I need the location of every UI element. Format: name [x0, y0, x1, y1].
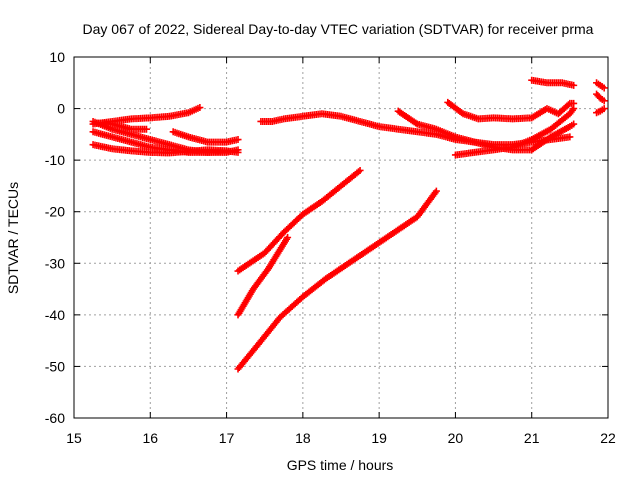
data-point [234, 148, 242, 156]
axis-ticks: 15 16 17 18 19 20 21 22 -60 -50 -40 -30 -20 -10 0 10 [45, 49, 616, 446]
series-arc-6 [93, 119, 150, 133]
data-point [570, 81, 578, 89]
y-tick-label: -60 [45, 410, 65, 426]
series-arc-5 [169, 128, 242, 146]
y-tick-label: -30 [45, 255, 65, 271]
data-point [219, 147, 227, 155]
x-tick-label: 21 [524, 430, 540, 446]
y-axis-label: SDTVAR / TECUs [5, 182, 21, 294]
data-points [89, 76, 608, 373]
data-point [570, 105, 578, 113]
x-tick-label: 20 [448, 430, 464, 446]
chart-title: Day 067 of 2022, Sidereal Day-to-day VTE… [83, 21, 594, 37]
y-tick-label: 10 [49, 49, 65, 65]
data-point [570, 120, 578, 128]
y-tick-label: -20 [45, 204, 65, 220]
data-point [432, 187, 440, 195]
series-arc-12 [593, 79, 608, 92]
y-tick-label: -40 [45, 307, 65, 323]
data-point [566, 133, 574, 141]
plot-frame [73, 56, 609, 419]
series-arc-14 [593, 105, 608, 117]
series-arc-16 [234, 234, 292, 319]
x-tick-label: 15 [66, 430, 82, 446]
data-point [564, 101, 572, 109]
data-point [234, 136, 242, 144]
x-tick-label: 17 [219, 430, 235, 446]
data-point [600, 97, 608, 105]
x-tick-label: 16 [142, 430, 158, 446]
series-arc-15 [234, 166, 364, 275]
data-point [356, 166, 364, 174]
series-arc-11 [451, 105, 578, 159]
data-point [600, 105, 608, 113]
series-arc-13 [593, 90, 608, 105]
x-axis-label: GPS time / hours [287, 457, 394, 473]
data-point [196, 104, 204, 112]
series-arc-17 [234, 187, 440, 373]
y-tick-label: 0 [57, 101, 65, 117]
y-tick-label: -10 [45, 152, 65, 168]
series-arc-9 [444, 98, 578, 123]
series-arc-4 [89, 128, 227, 156]
x-tick-label: 18 [295, 430, 311, 446]
data-point [600, 84, 608, 92]
x-tick-label: 19 [371, 430, 387, 446]
data-point [284, 234, 292, 241]
data-point [142, 125, 150, 133]
series-arc-10 [528, 76, 578, 89]
y-tick-label: -50 [45, 358, 65, 374]
x-tick-label: 22 [600, 430, 616, 446]
